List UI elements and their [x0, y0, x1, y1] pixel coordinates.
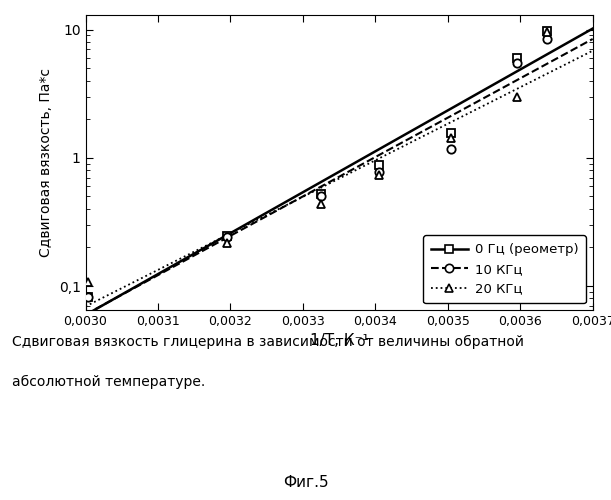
X-axis label: 1/T, К⁻¹: 1/T, К⁻¹: [310, 334, 368, 348]
10 КГц: [317, 194, 324, 200]
Legend: 0 Гц (реометр), 10 КГц, 20 КГц: 0 Гц (реометр), 10 КГц, 20 КГц: [423, 236, 586, 304]
Line: 10 КГц: 10 КГц: [84, 34, 551, 301]
20 КГц: [223, 240, 230, 246]
10 КГц: [223, 234, 230, 240]
Line: 0 Гц (реометр): 0 Гц (реометр): [84, 26, 551, 301]
0 Гц (реометр): [223, 233, 230, 239]
0 Гц (реометр): [317, 191, 324, 197]
Line: 20 КГц: 20 КГц: [84, 28, 551, 286]
20 КГц: [375, 172, 382, 178]
Text: Сдвиговая вязкость глицерина в зависимости от величины обратной: Сдвиговая вязкость глицерина в зависимос…: [12, 335, 524, 349]
10 КГц: [375, 168, 382, 174]
10 КГц: [543, 36, 551, 42]
0 Гц (реометр): [543, 28, 551, 34]
20 КГц: [543, 30, 551, 36]
Text: Фиг.5: Фиг.5: [283, 475, 328, 490]
0 Гц (реометр): [513, 55, 520, 61]
10 КГц: [84, 294, 92, 300]
20 КГц: [317, 200, 324, 206]
20 КГц: [84, 278, 92, 284]
0 Гц (реометр): [84, 294, 92, 300]
0 Гц (реометр): [448, 130, 455, 136]
20 КГц: [448, 136, 455, 141]
Text: абсолютной температуре.: абсолютной температуре.: [12, 375, 205, 389]
10 КГц: [513, 60, 520, 66]
10 КГц: [448, 146, 455, 152]
20 КГц: [513, 94, 520, 100]
0 Гц (реометр): [375, 162, 382, 168]
Y-axis label: Сдвиговая вязкость, Па*с: Сдвиговая вязкость, Па*с: [39, 68, 53, 257]
